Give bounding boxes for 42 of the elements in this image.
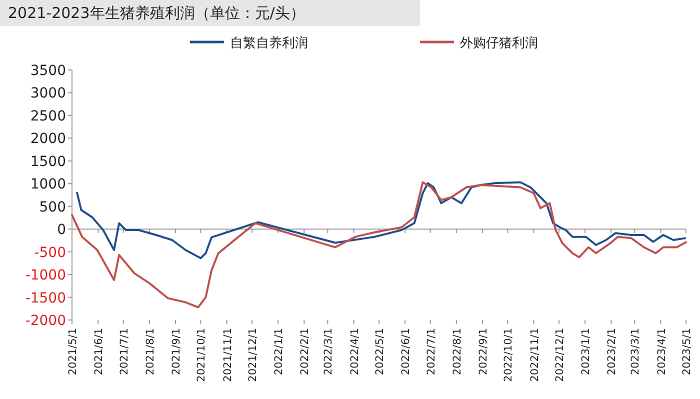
x-tick-label: 2023/5/1 bbox=[681, 328, 693, 376]
x-tick-label: 2021/8/1 bbox=[144, 328, 156, 376]
x-tick-label: 2022/11/1 bbox=[528, 328, 541, 382]
chart-title: 2021-2023年生猪养殖利润（单位：元/头） bbox=[8, 4, 305, 22]
y-tick-label: 1500 bbox=[30, 154, 66, 170]
x-tick-label: 2022/9/1 bbox=[477, 328, 490, 376]
x-tick-label: 2021/5/1 bbox=[67, 328, 79, 376]
line-series bbox=[76, 181, 686, 260]
y-tick-label: 2000 bbox=[30, 131, 66, 148]
y-tick-label: -2000 bbox=[25, 313, 66, 329]
x-tick-label: 2022/2/1 bbox=[299, 328, 312, 376]
x-tick-label: 2021/11/1 bbox=[222, 328, 234, 382]
y-tick-label: -1000 bbox=[25, 268, 66, 284]
y-tick-label: 3500 bbox=[30, 63, 66, 79]
x-tick-label: 2023/1/1 bbox=[580, 328, 592, 376]
x-tick-label: 2022/4/1 bbox=[348, 328, 361, 376]
y-tick-label: 0 bbox=[57, 222, 66, 238]
x-tick-label: 2021/12/1 bbox=[246, 328, 259, 382]
x-tick-label: 2023/4/1 bbox=[656, 328, 668, 376]
x-tick-label: 2022/6/1 bbox=[400, 328, 412, 376]
y-tick-label: -500 bbox=[34, 244, 66, 261]
y-tick-label: 500 bbox=[39, 199, 66, 216]
x-tick-label: 2022/12/1 bbox=[554, 328, 566, 382]
legend-label: 外购仔猪利润 bbox=[460, 36, 538, 51]
x-tick-label: 2023/3/1 bbox=[630, 328, 642, 376]
legend-label: 自繁自养利润 bbox=[230, 35, 308, 51]
y-tick-label: 1000 bbox=[30, 176, 66, 193]
y-tick-label: 3000 bbox=[30, 86, 66, 102]
x-tick-label: 2022/8/1 bbox=[451, 328, 464, 376]
x-tick-label: 2022/5/1 bbox=[374, 328, 386, 376]
x-tick-label: 2023/2/1 bbox=[606, 328, 618, 376]
x-tick-label: 2022/1/1 bbox=[273, 328, 286, 376]
line-series bbox=[71, 181, 687, 308]
y-tick-label: -1500 bbox=[25, 290, 66, 306]
x-tick-label: 2022/3/1 bbox=[322, 328, 335, 376]
x-tick-label: 2022/7/1 bbox=[425, 328, 438, 376]
x-tick-label: 2021/7/1 bbox=[118, 328, 130, 376]
y-tick-label: 2500 bbox=[30, 108, 66, 124]
x-tick-label: 2021/9/1 bbox=[170, 328, 182, 376]
x-tick-label: 2021/10/1 bbox=[196, 328, 208, 382]
x-tick-label: 2022/10/1 bbox=[502, 328, 515, 382]
x-tick-label: 2021/6/1 bbox=[93, 328, 106, 376]
